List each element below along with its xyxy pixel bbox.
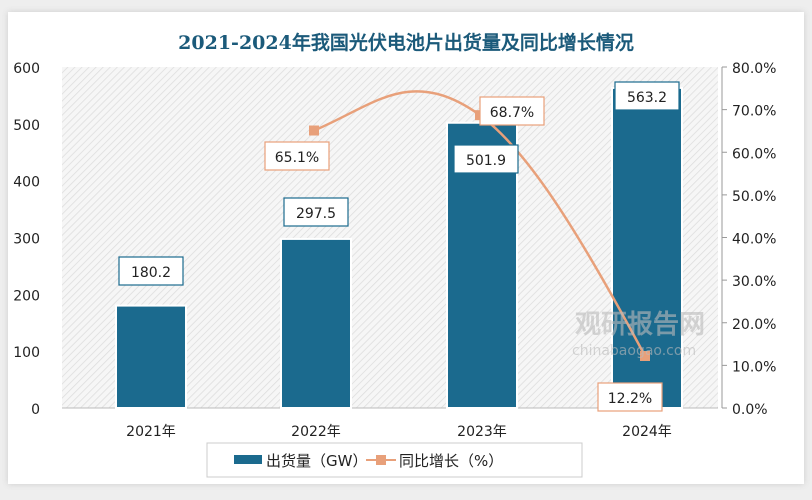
bar-value-label: 297.5 (296, 206, 336, 222)
growth-marker (640, 350, 650, 361)
x-tick-label: 2024年 (622, 424, 672, 440)
line-label-box (479, 96, 545, 126)
bar-label-box (614, 81, 680, 111)
bar-value-label: 563.2 (627, 90, 667, 106)
y-tick-label: 600 (13, 61, 40, 77)
bar-label-box (283, 197, 349, 227)
legend-bar-swatch (234, 455, 262, 464)
growth-value-label: 65.1% (275, 150, 319, 166)
line-label-box (597, 382, 663, 412)
y-tick-label: 0 (31, 402, 40, 418)
x-tick-label: 2021年 (126, 424, 176, 440)
y2-tick-label: 20.0% (732, 317, 776, 333)
y2-tick-label: 30.0% (732, 274, 776, 290)
watermark-logo: 观研报告网 (575, 309, 705, 340)
y2-tick-label: 80.0% (732, 61, 776, 77)
y2-tick-label: 40.0% (732, 232, 776, 248)
legend-line-marker (376, 455, 386, 465)
chart-title: 2021-2024年我国光伏电池片出货量及同比增长情况 (178, 31, 634, 54)
bar (280, 237, 352, 409)
line-label-box (264, 141, 330, 171)
y2-tick-label: 50.0% (732, 189, 776, 205)
y2-tick-label: 60.0% (732, 146, 776, 162)
watermark-url: chinabaogao.com (572, 343, 696, 359)
bar (115, 304, 187, 409)
growth-value-label: 12.2% (608, 391, 652, 407)
y-tick-label: 300 (13, 232, 40, 248)
bar-value-label: 180.2 (131, 265, 171, 281)
x-tick-label: 2023年 (457, 424, 507, 440)
legend-line-label: 同比增长（%） (399, 452, 503, 470)
bar-label-box (453, 144, 519, 174)
growth-marker (309, 125, 319, 136)
y-tick-label: 500 (13, 118, 40, 134)
legend-bar-label: 出货量（GW） (266, 452, 367, 470)
bar-value-label: 501.9 (466, 153, 506, 169)
bar-label-box (118, 256, 184, 286)
y-tick-label: 400 (13, 175, 40, 191)
y2-tick-label: 0.0% (732, 402, 768, 418)
x-tick-label: 2022年 (291, 424, 341, 440)
y-tick-label: 100 (13, 345, 40, 361)
y2-tick-label: 70.0% (732, 104, 776, 120)
growth-value-label: 68.7% (490, 105, 534, 121)
y2-tick-label: 10.0% (732, 359, 776, 375)
y-tick-label: 200 (13, 288, 40, 304)
